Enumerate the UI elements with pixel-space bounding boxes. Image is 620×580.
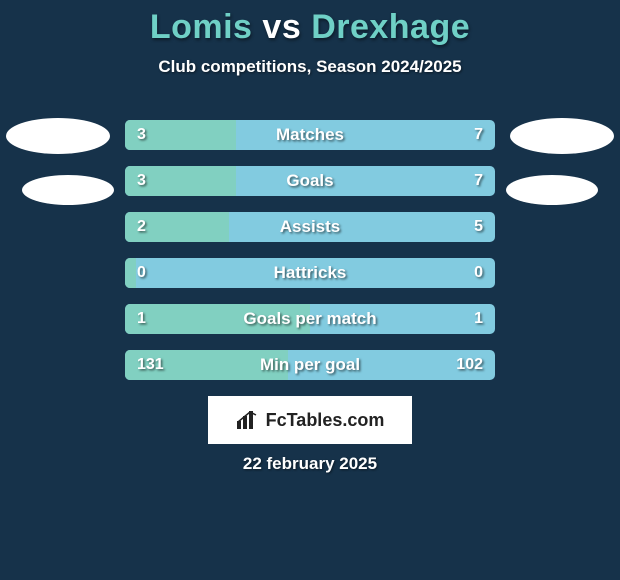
fctables-logo: FcTables.com xyxy=(208,396,412,444)
value-right: 1 xyxy=(474,310,483,328)
value-right: 7 xyxy=(474,172,483,190)
value-right: 5 xyxy=(474,218,483,236)
vs-label: vs xyxy=(262,8,301,46)
stat-row: 131 102 Min per goal xyxy=(125,350,495,380)
stat-row: 0 0 Hattricks xyxy=(125,258,495,288)
stat-label: Hattricks xyxy=(274,263,347,283)
stat-label: Assists xyxy=(280,217,340,237)
logo-text: FcTables.com xyxy=(266,410,385,431)
value-left: 3 xyxy=(137,172,146,190)
player1-name: Lomis xyxy=(150,8,253,46)
value-right: 7 xyxy=(474,126,483,144)
stat-row: 3 7 Goals xyxy=(125,166,495,196)
bar-fill xyxy=(125,258,136,288)
value-left: 131 xyxy=(137,356,164,374)
value-left: 1 xyxy=(137,310,146,328)
value-left: 2 xyxy=(137,218,146,236)
stat-row: 3 7 Matches xyxy=(125,120,495,150)
stat-label: Goals xyxy=(286,171,333,191)
value-right: 0 xyxy=(474,264,483,282)
avatar-right-top xyxy=(510,118,614,154)
stat-label: Matches xyxy=(276,125,344,145)
stat-label: Min per goal xyxy=(260,355,360,375)
stat-label: Goals per match xyxy=(243,309,376,329)
value-left: 3 xyxy=(137,126,146,144)
avatar-right-bottom xyxy=(506,175,598,205)
comparison-rows: 3 7 Matches 3 7 Goals 2 5 Assists 0 0 Hattricks 1 1 Go… xyxy=(125,120,495,396)
bar-chart-icon xyxy=(236,410,260,430)
avatar-left-bottom xyxy=(22,175,114,205)
player2-name: Drexhage xyxy=(311,8,470,46)
page-title: Lomis vs Drexhage xyxy=(0,0,620,47)
avatar-left-top xyxy=(6,118,110,154)
value-right: 102 xyxy=(456,356,483,374)
value-left: 0 xyxy=(137,264,146,282)
stat-row: 2 5 Assists xyxy=(125,212,495,242)
date-label: 22 february 2025 xyxy=(0,454,620,474)
stat-row: 1 1 Goals per match xyxy=(125,304,495,334)
subtitle: Club competitions, Season 2024/2025 xyxy=(0,57,620,77)
infographic-stage: Lomis vs Drexhage Club competitions, Sea… xyxy=(0,0,620,580)
